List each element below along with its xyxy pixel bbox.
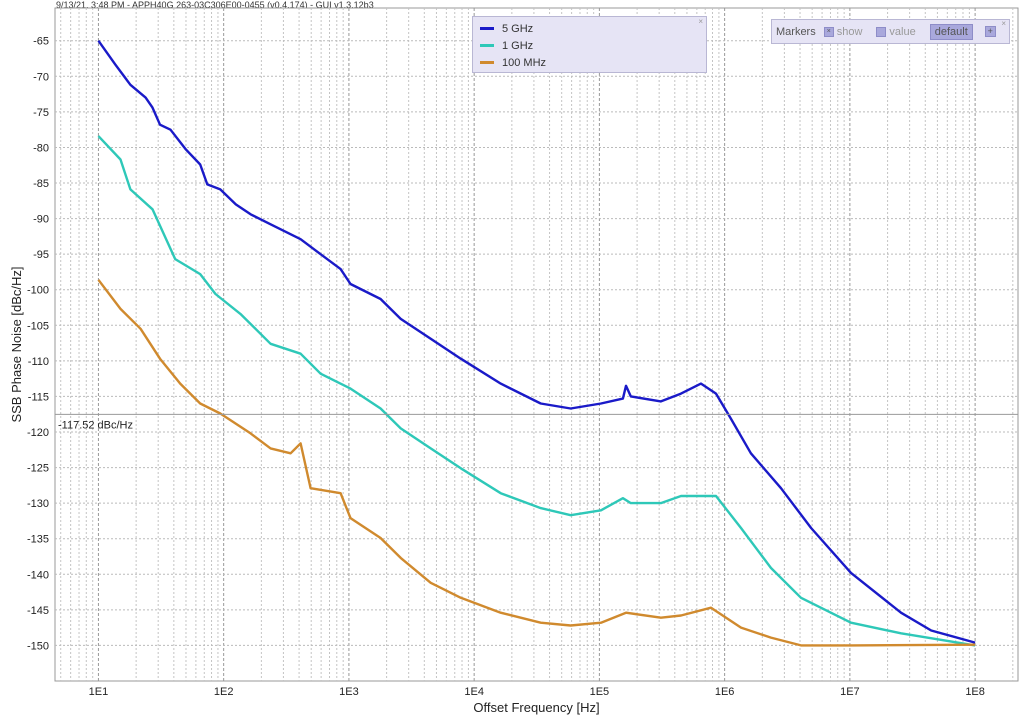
y-tick-label: -115 [28, 391, 49, 403]
x-tick-label: 1E7 [840, 686, 860, 698]
legend-swatch [480, 61, 494, 64]
y-tick-label: -120 [27, 427, 49, 439]
y-tick-label: -85 [33, 178, 49, 190]
value-checkbox[interactable]: value [876, 25, 916, 38]
series-line-100-mhz [97, 279, 976, 647]
legend-label: 100 MHz [502, 56, 547, 69]
x-tick-label: 1E6 [715, 686, 735, 698]
y-tick-label: -145 [27, 605, 49, 617]
y-tick-label: -105 [27, 320, 49, 332]
value-label: value [889, 25, 916, 38]
series-line-5-ghz [97, 40, 976, 644]
y-tick-label: -130 [27, 498, 49, 510]
show-label: show [836, 25, 863, 38]
legend-close-icon[interactable]: × [698, 17, 703, 26]
y-tick-label: -80 [33, 142, 49, 154]
legend[interactable]: × 5 GHz 1 GHz 100 MHz [472, 16, 707, 73]
x-tick-label: 1E1 [89, 686, 109, 698]
series-line-1-ghz [97, 135, 976, 647]
marker-line-label: -117.52 dBc/Hz [58, 419, 133, 431]
legend-item-1ghz[interactable]: 1 GHz [480, 37, 706, 54]
legend-item-100mhz[interactable]: 100 MHz [480, 54, 706, 71]
add-marker-button[interactable]: + [984, 26, 996, 37]
checkbox-checked-icon: × [823, 26, 834, 37]
y-tick-label: -100 [27, 285, 49, 297]
y-tick-label: -75 [33, 107, 49, 119]
y-axis-label: SSB Phase Noise [dBc/Hz] [9, 266, 24, 422]
legend-swatch [480, 27, 494, 30]
y-tick-label: -135 [27, 534, 49, 546]
y-tick-label: -70 [33, 71, 49, 83]
markers-close-icon[interactable]: × [1001, 19, 1006, 28]
legend-label: 5 GHz [502, 22, 534, 35]
x-tick-label: 1E8 [965, 686, 985, 698]
markers-panel: × Markers × show value default + [771, 19, 1010, 44]
y-tick-label: -95 [33, 249, 49, 261]
show-checkbox[interactable]: × show [823, 25, 863, 38]
x-tick-label: 1E2 [214, 686, 234, 698]
y-tick-label: -150 [27, 640, 49, 652]
legend-label: 1 GHz [502, 39, 534, 52]
x-axis-label: Offset Frequency [Hz] [473, 700, 599, 715]
y-tick-label: -110 [28, 356, 49, 368]
default-button[interactable]: default [929, 23, 973, 40]
x-tick-label: 1E5 [590, 686, 610, 698]
x-tick-label: 1E4 [464, 686, 484, 698]
markers-title: Markers [776, 25, 816, 38]
window-header: 9/13/21, 3:48 PM - APPH40G 263-03C306E00… [56, 0, 374, 10]
legend-swatch [480, 44, 494, 47]
plot-area [54, 7, 1019, 682]
legend-item-5ghz[interactable]: 5 GHz [480, 20, 706, 37]
y-tick-label: -90 [33, 214, 49, 226]
y-tick-label: -140 [27, 569, 49, 581]
x-tick-label: 1E3 [339, 686, 359, 698]
checkbox-icon [876, 26, 887, 37]
y-tick-label: -65 [33, 36, 49, 48]
y-tick-label: -125 [27, 463, 49, 475]
